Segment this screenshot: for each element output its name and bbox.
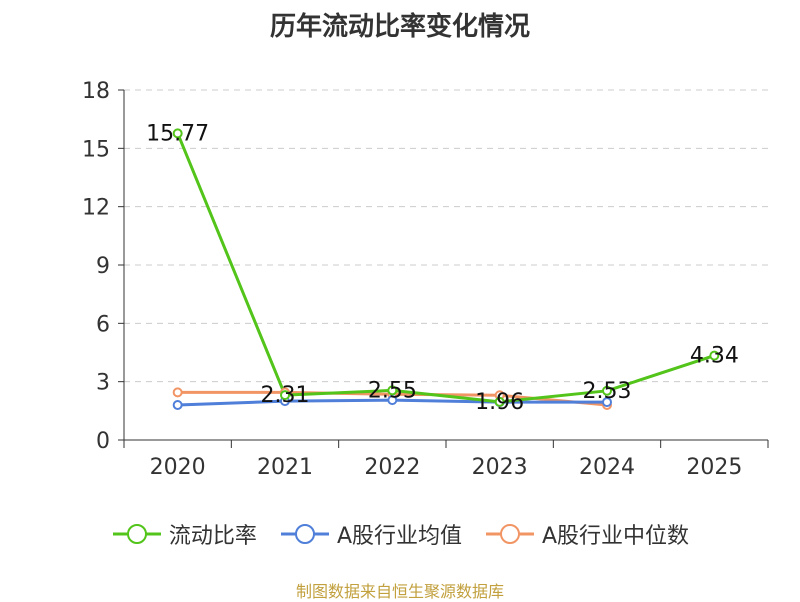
legend-item[interactable]: A股行业中位数 [484, 518, 689, 550]
line-chart: 0 3 6 9 12 15 18 2020 2021 2022 2023 2024 2025 15.77 2… [82, 79, 769, 480]
y-tick-label: 12 [82, 196, 110, 221]
data-point [494, 396, 505, 407]
x-tick-label: 2020 [150, 455, 206, 480]
data-label: 2.31 [261, 383, 310, 408]
legend-label: 流动比率 [168, 524, 257, 549]
y-tick-label: 18 [82, 79, 110, 104]
chart-legend: 流动比率 A股行业均值 A股行业中位数 [0, 518, 800, 550]
data-point [387, 395, 398, 406]
y-tick-label: 0 [96, 429, 110, 454]
series-line [176, 132, 715, 404]
data-point [172, 387, 183, 398]
x-tick-label: 2025 [686, 455, 742, 480]
y-tick-label: 9 [96, 254, 110, 279]
legend-label: A股行业均值 [336, 524, 462, 549]
x-tick-label: 2021 [257, 455, 313, 480]
data-label: 1.96 [475, 390, 524, 415]
data-label: 4.34 [690, 344, 739, 369]
data-point [387, 385, 398, 396]
data-point [709, 350, 720, 361]
legend-item[interactable]: 流动比率 [111, 518, 257, 550]
y-tick-label: 15 [82, 137, 110, 162]
data-point [172, 128, 183, 139]
x-tick-label: 2023 [472, 455, 528, 480]
data-point [172, 400, 183, 410]
chart-title: 历年流动比率变化情况 [269, 12, 530, 42]
data-source-footer: 制图数据来自恒生聚源数据库 [295, 582, 504, 601]
legend-item[interactable]: A股行业均值 [279, 518, 462, 550]
data-label: 2.53 [583, 379, 632, 404]
y-tick-label: 3 [96, 371, 110, 396]
x-tick-label: 2022 [364, 455, 420, 480]
data-label: 2.55 [368, 378, 417, 403]
data-label: 15.77 [146, 121, 209, 146]
legend-line-marker-icon [112, 524, 161, 544]
data-point [602, 385, 612, 396]
legend-label: A股行业中位数 [542, 524, 690, 549]
y-tick-label: 6 [96, 312, 110, 337]
legend-line-marker-icon [280, 524, 329, 544]
x-tick-label: 2024 [579, 455, 635, 480]
data-point [602, 397, 612, 408]
legend-line-marker-icon [486, 524, 534, 544]
data-point [280, 390, 290, 401]
